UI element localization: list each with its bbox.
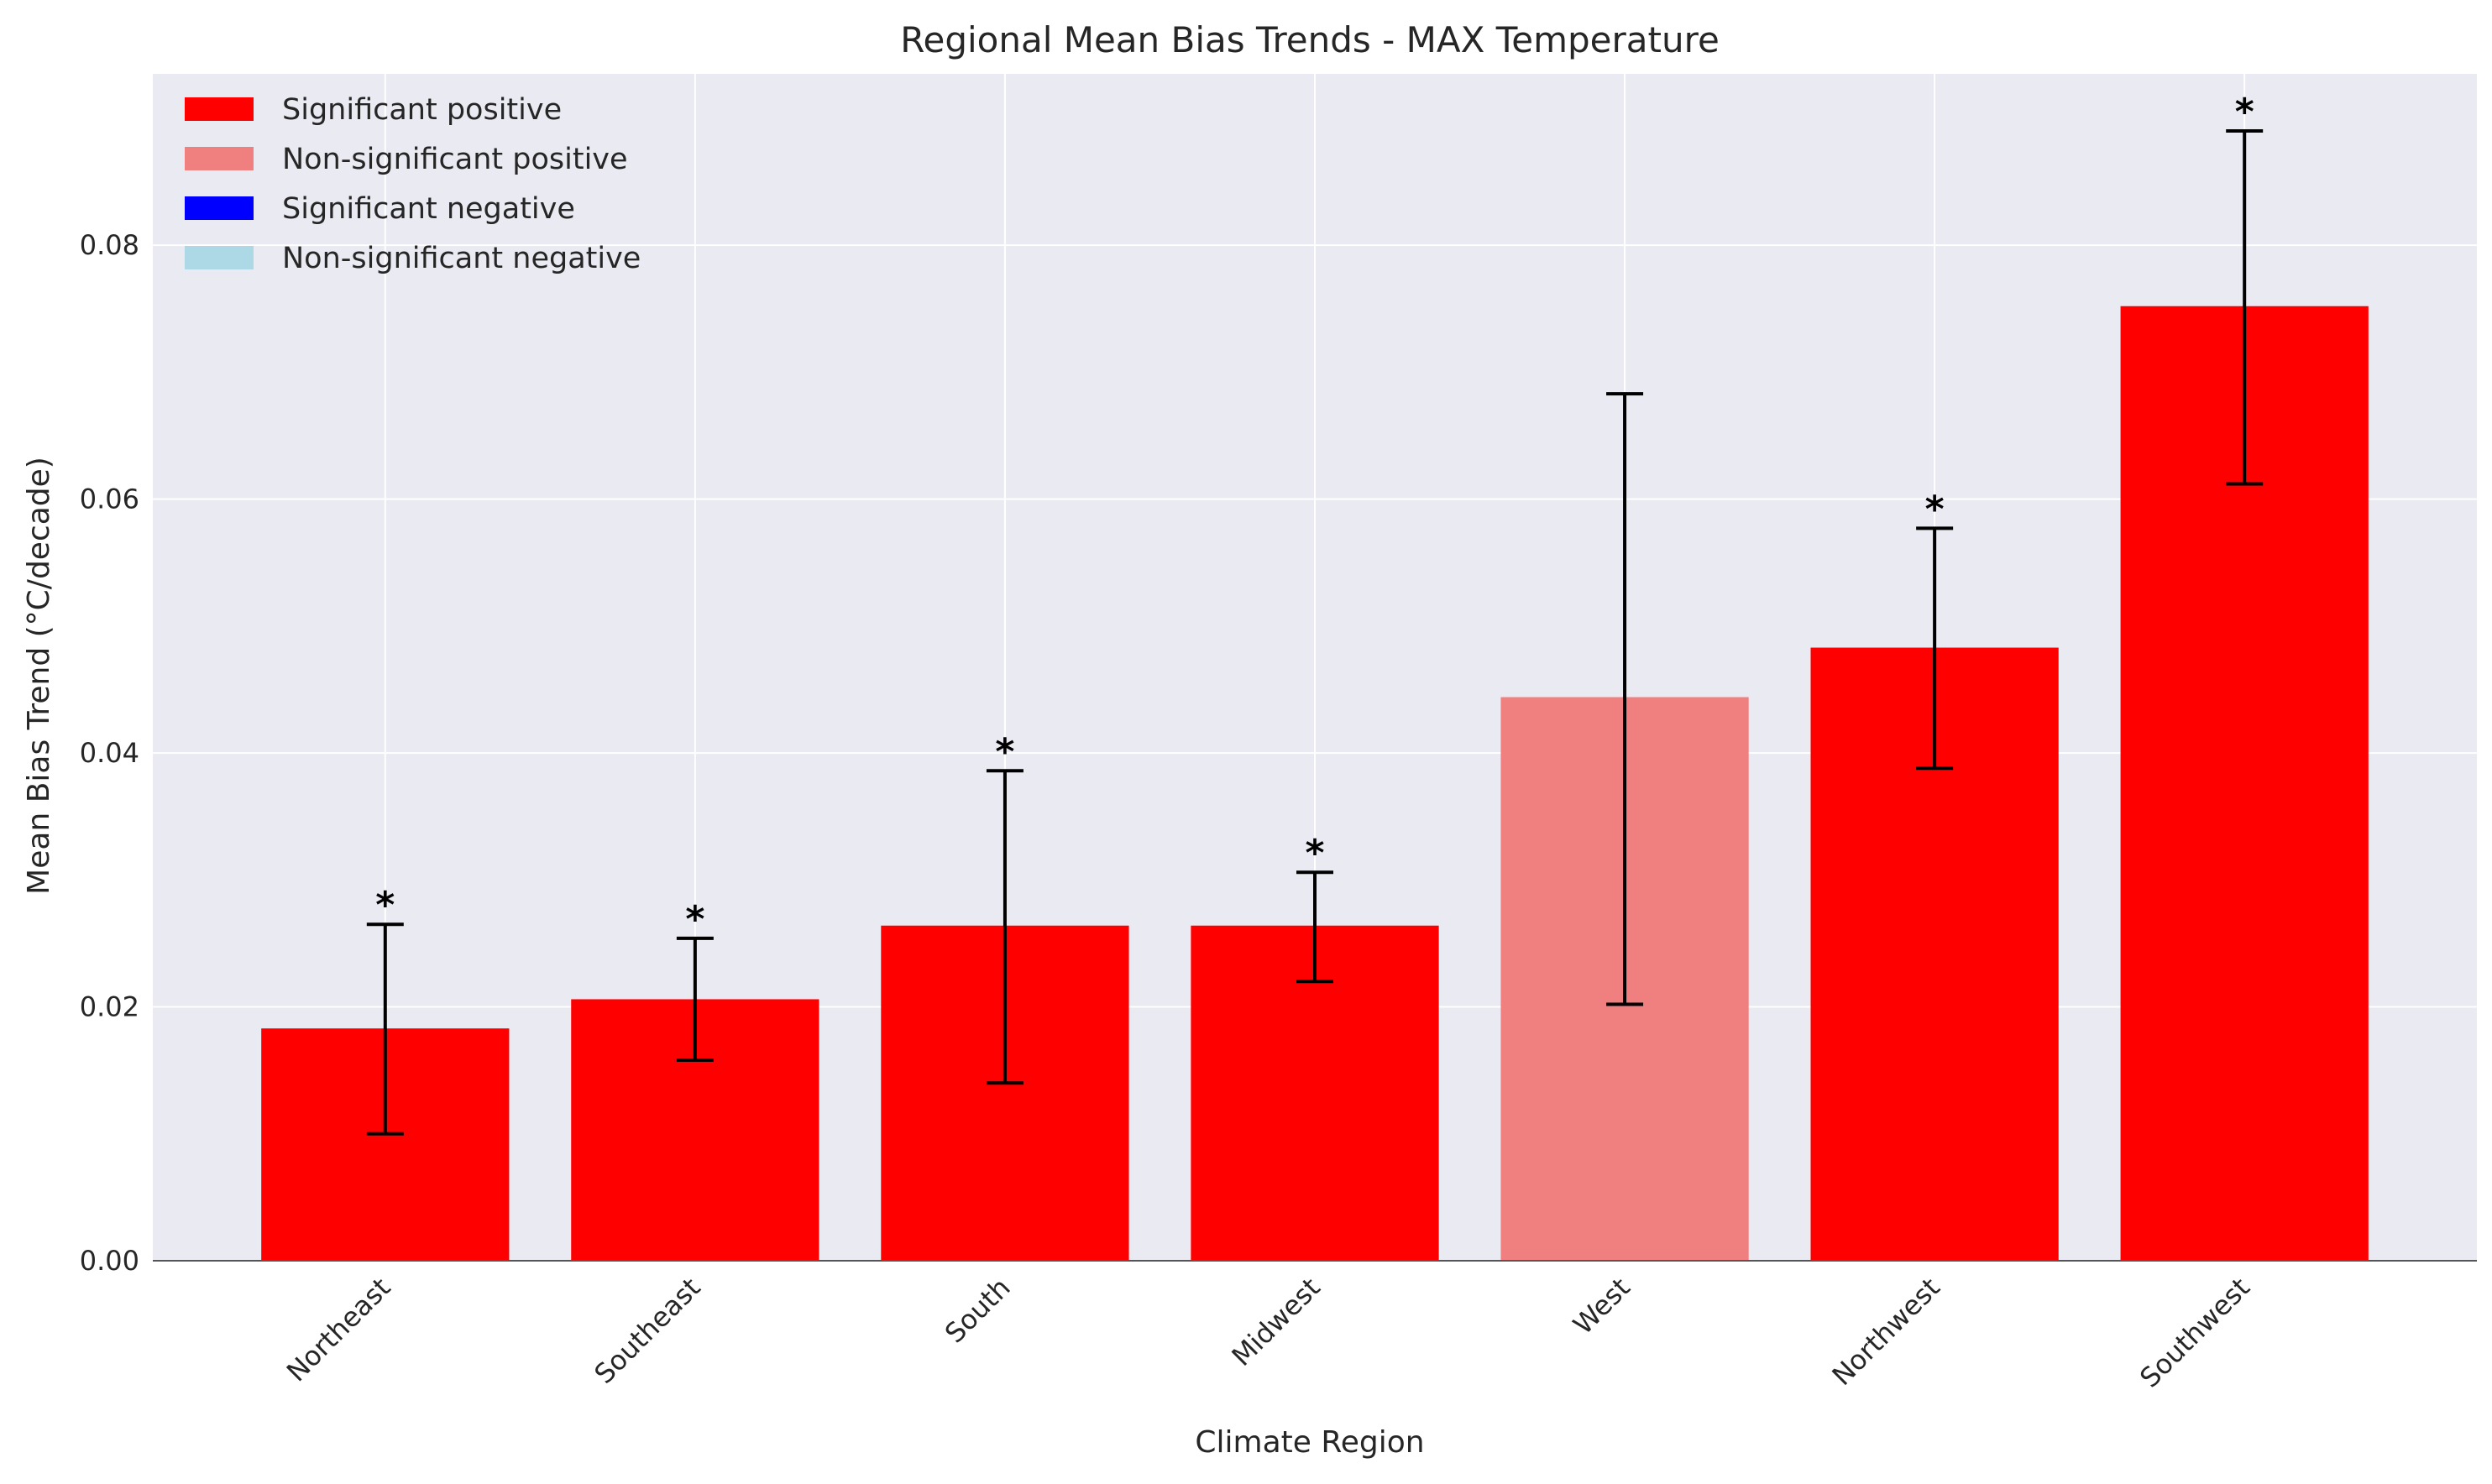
significance-markers: * * * * * * <box>375 91 2254 941</box>
significance-marker: * <box>2235 91 2254 133</box>
error-bar-southwest <box>2226 129 2264 486</box>
legend-label: Non-significant positive <box>282 143 628 176</box>
error-bars <box>366 129 2264 1136</box>
legend-item: Non-significant negative <box>185 242 641 275</box>
y-tick-label: 0.08 <box>80 229 139 261</box>
error-bar-northeast <box>366 922 404 1136</box>
legend: Significant positive Non-significant posi… <box>185 93 641 275</box>
y-axis-label: Mean Bias Trend (°C/decade) <box>22 457 56 895</box>
significance-marker: * <box>995 730 1014 773</box>
legend-label: Significant positive <box>282 93 562 127</box>
legend-label: Non-significant negative <box>282 242 641 275</box>
error-bar-south <box>986 769 1024 1085</box>
error-bar-southeast <box>676 936 714 1063</box>
y-tick-label: 0.04 <box>80 737 139 769</box>
significance-marker: * <box>685 898 704 941</box>
error-bar-northwest <box>1916 526 1954 771</box>
legend-item: Significant negative <box>185 192 575 226</box>
significance-marker: * <box>375 884 395 927</box>
significance-marker: * <box>1305 832 1324 875</box>
legend-label: Significant negative <box>282 192 575 226</box>
legend-item: Significant positive <box>185 93 562 127</box>
error-bar-west <box>1606 392 1644 1006</box>
y-tick-labels: 0.00 0.02 0.04 0.06 0.08 <box>80 229 139 1277</box>
error-bar-midwest <box>1296 870 1333 984</box>
legend-swatch <box>185 246 254 269</box>
legend-item: Non-significant positive <box>185 143 628 176</box>
legend-swatch <box>185 196 254 220</box>
chart-title: Regional Mean Bias Trends - MAX Temperat… <box>900 19 1720 60</box>
legend-swatch <box>185 97 254 121</box>
y-tick-label: 0.00 <box>80 1245 139 1277</box>
y-tick-label: 0.06 <box>80 483 139 515</box>
bars <box>261 306 2369 1262</box>
significance-marker: * <box>1925 488 1945 530</box>
x-axis-label: Climate Region <box>1195 1425 1424 1460</box>
y-tick-label: 0.02 <box>80 991 139 1023</box>
legend-swatch <box>185 147 254 170</box>
